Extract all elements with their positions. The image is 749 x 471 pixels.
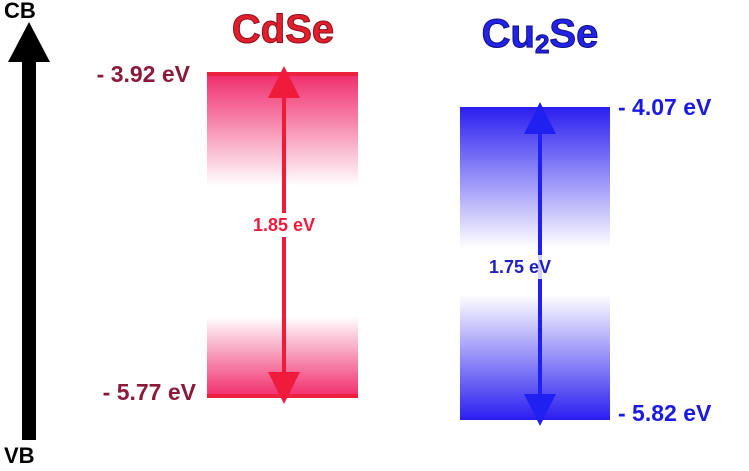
cb-energy: - 4.07 eV: [618, 94, 712, 120]
cb-edge: [207, 72, 358, 76]
name-subscript: 2: [535, 29, 549, 59]
gap-label: 1.75 eV: [489, 257, 551, 277]
gap-label: 1.85 eV: [253, 215, 315, 235]
cb-label: CB: [4, 0, 36, 23]
axis-shaft: [22, 60, 36, 440]
cu2se-band: Cu2Se 1.75 eV - 4.07 eV - 5.82 eV: [460, 11, 712, 426]
vb-edge: [207, 394, 358, 398]
name-part: Se: [549, 12, 598, 56]
gap-label-bg: [478, 255, 562, 279]
vb-label: VB: [4, 443, 35, 468]
energy-axis: CB VB: [4, 0, 50, 468]
material-name: Cu2Se: [482, 12, 599, 59]
material-name: CdSe: [232, 8, 334, 52]
gap-label-bg: [245, 213, 325, 237]
vb-energy: - 5.82 eV: [618, 400, 712, 426]
name-part: Cu: [482, 12, 535, 56]
cb-energy: - 3.92 eV: [97, 61, 191, 87]
cdse-band: CdSe 1.85 eV - 3.92 eV - 5.77 eV: [97, 7, 358, 405]
vb-energy: - 5.77 eV: [103, 379, 197, 405]
axis-head: [8, 22, 50, 62]
